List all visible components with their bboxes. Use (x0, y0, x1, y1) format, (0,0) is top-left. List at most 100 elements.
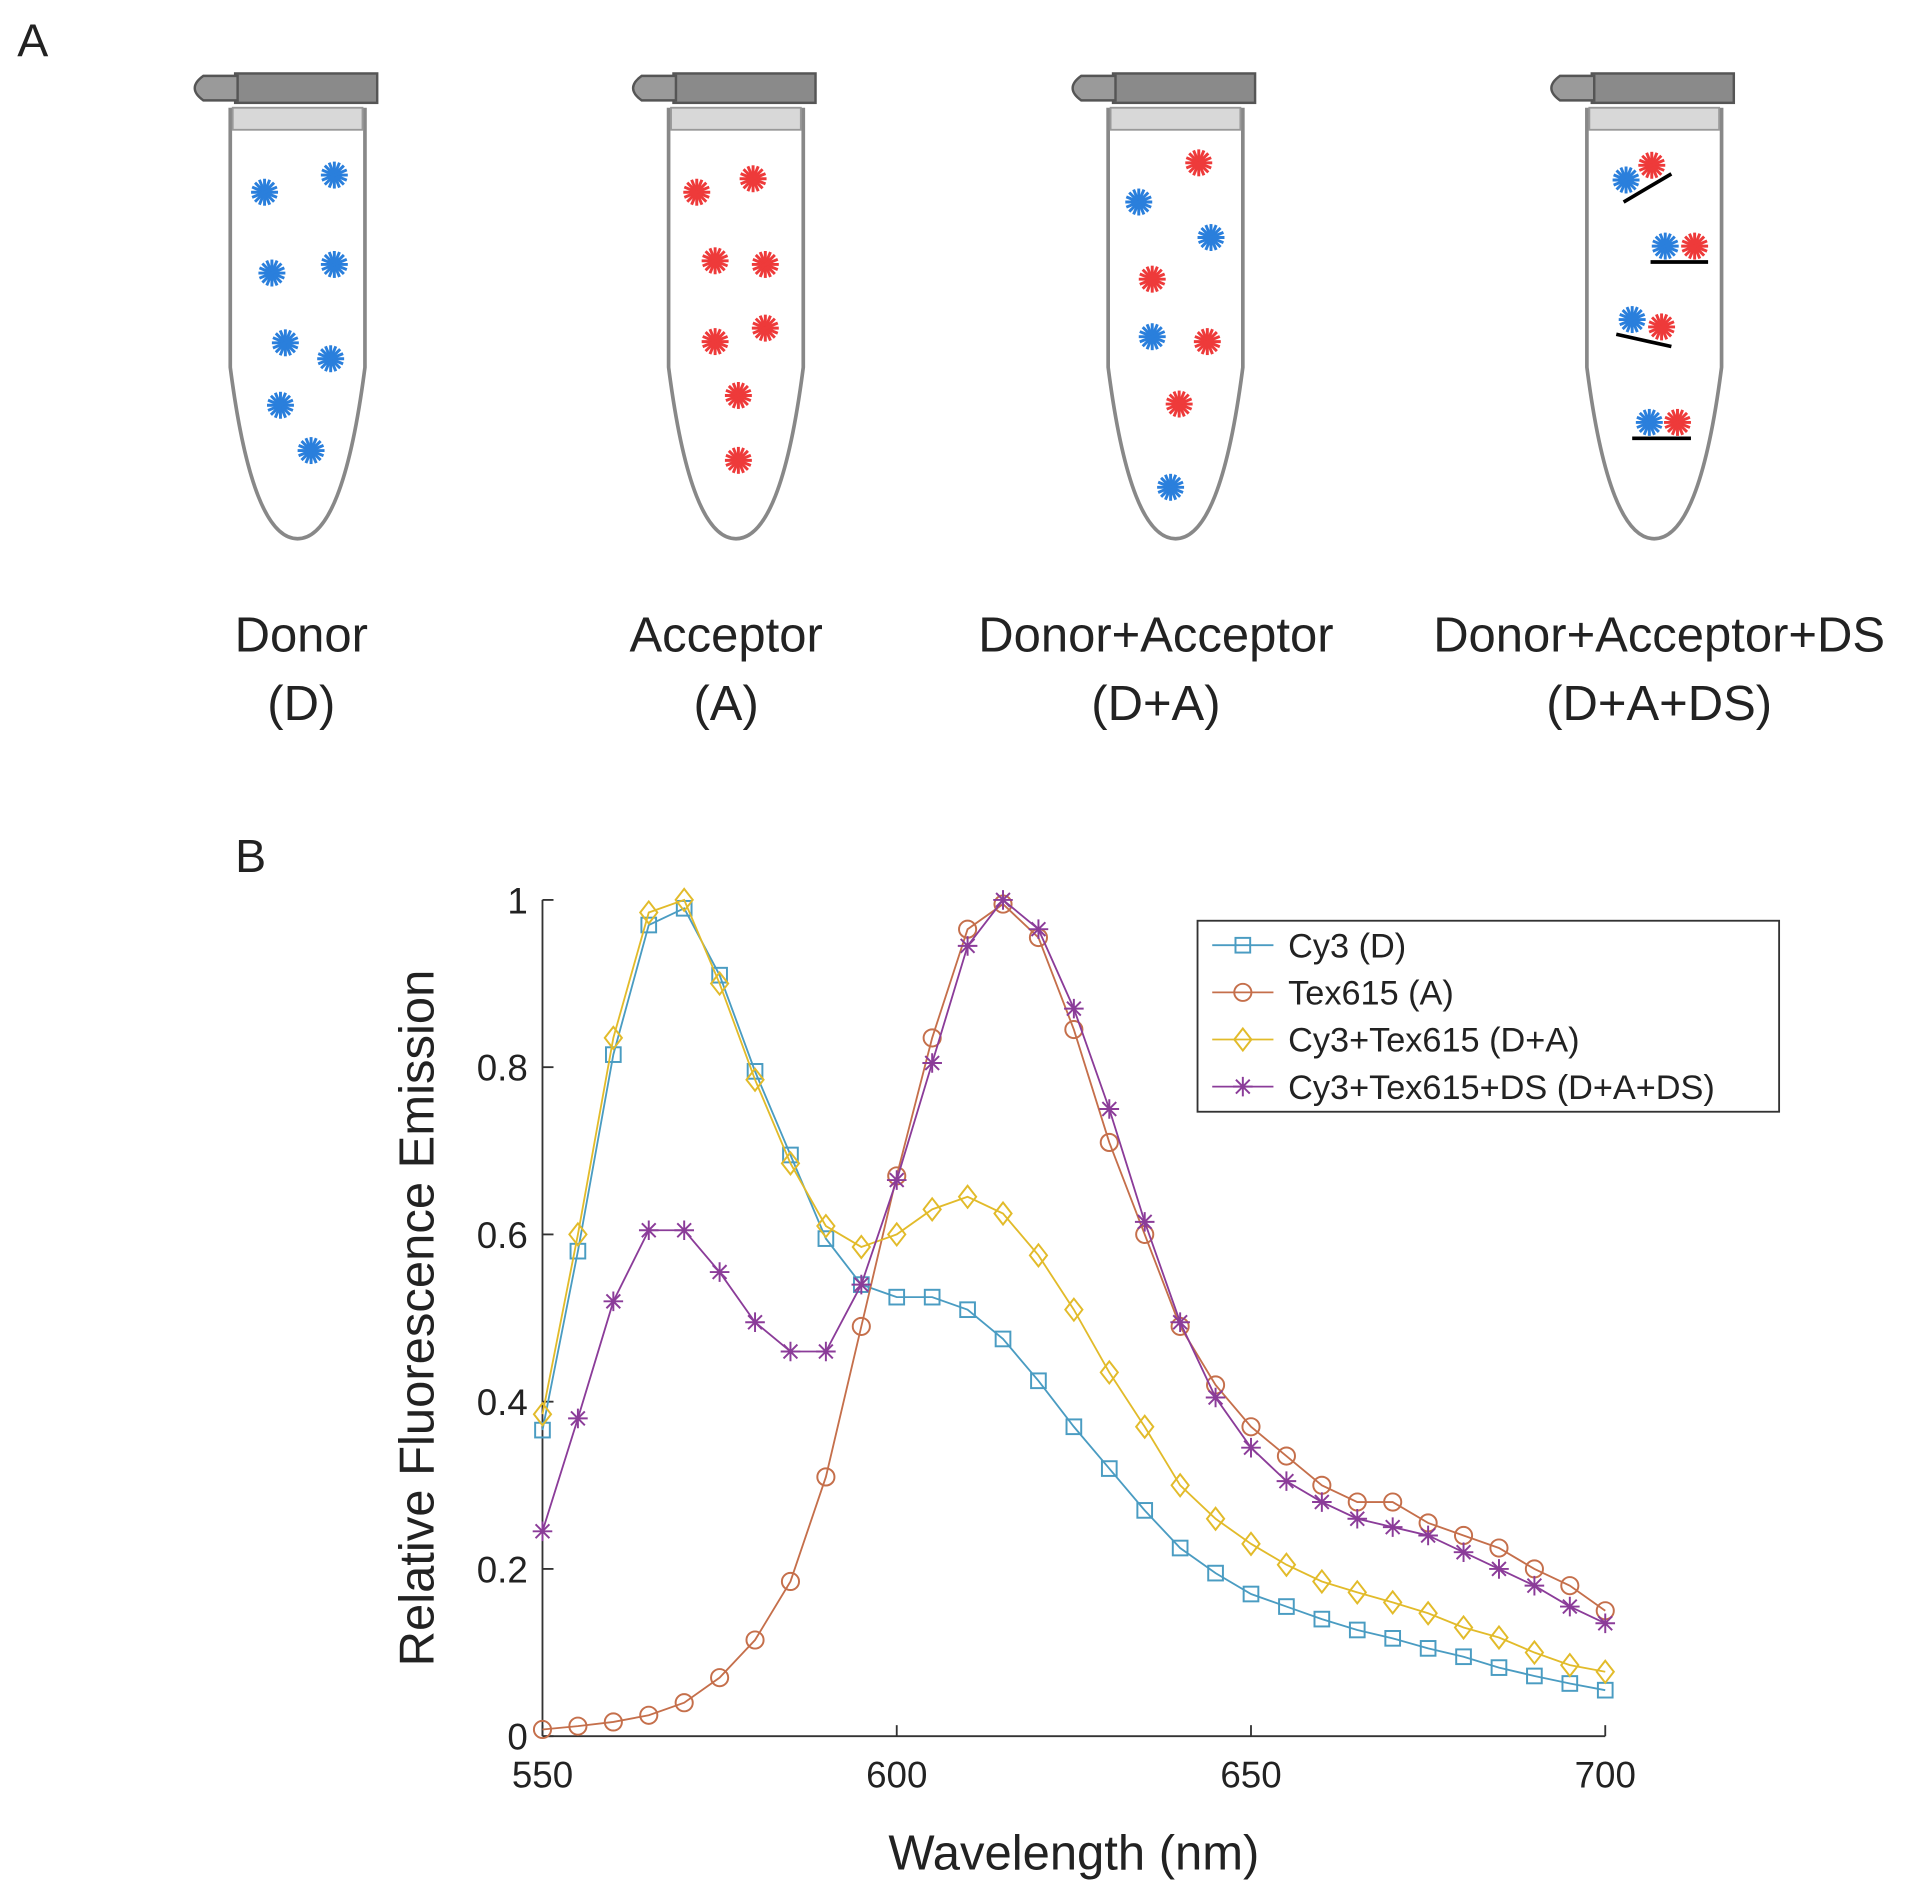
series (532, 890, 1616, 1634)
dye-ray (1681, 239, 1708, 253)
marker (1233, 982, 1253, 1002)
marker (1347, 1508, 1368, 1529)
dye-ray (321, 257, 348, 271)
marker (1099, 1132, 1119, 1152)
marker (1526, 1667, 1543, 1685)
marker (851, 1274, 872, 1295)
marker (568, 1716, 588, 1736)
dye-ray (725, 453, 752, 467)
y-tick-label: 0.4 (477, 1382, 528, 1423)
marker (709, 970, 730, 997)
marker (532, 1719, 553, 1740)
marker (1064, 1019, 1084, 1040)
marker (851, 1234, 872, 1260)
marker (1205, 1387, 1226, 1408)
dye-ray (1194, 335, 1221, 349)
marker (605, 1046, 622, 1063)
series (534, 899, 1614, 1699)
marker (745, 1067, 765, 1093)
tube-cap (1111, 72, 1257, 105)
tube-body (1106, 107, 1245, 541)
legend-label: Cy3+Tex615 (D+A) (1288, 1022, 1579, 1060)
marker (1312, 1568, 1332, 1595)
dye-ray (752, 321, 779, 335)
dye-ray (702, 254, 729, 268)
marker (534, 1421, 551, 1439)
marker (1171, 1539, 1189, 1557)
marker (1028, 919, 1049, 939)
marker (993, 1200, 1013, 1227)
tube-label: Donor (235, 608, 368, 662)
marker (1384, 1630, 1402, 1647)
marker (1453, 1614, 1474, 1641)
dye-ray (1648, 320, 1675, 334)
tube: Donor+Acceptor (D+A) (978, 72, 1334, 731)
series-line (541, 898, 1606, 1673)
marker (1233, 1026, 1253, 1053)
tube-cap (1590, 72, 1736, 105)
marker (674, 1220, 694, 1241)
dye-ray (298, 444, 325, 458)
marker (957, 936, 978, 956)
marker (851, 1316, 871, 1336)
tube-body (228, 107, 367, 541)
marker (1418, 1600, 1438, 1626)
dna-strand (1615, 332, 1672, 349)
marker (1489, 1538, 1509, 1558)
marker (1170, 1312, 1190, 1333)
legend-box (1196, 919, 1781, 1113)
marker (603, 1712, 623, 1732)
marker (1560, 1596, 1580, 1617)
marker (1170, 1472, 1190, 1498)
marker (1134, 1212, 1155, 1232)
tube-hinge (1550, 74, 1596, 102)
marker (1207, 1564, 1224, 1582)
legend-label: Tex615 (A) (1288, 975, 1454, 1013)
dye-ray (1638, 158, 1665, 172)
marker (1028, 1242, 1049, 1268)
marker (1064, 1297, 1084, 1323)
marker (816, 1341, 836, 1362)
tube: Donor (D) (193, 72, 379, 731)
marker (1382, 1589, 1403, 1615)
dye-ray (251, 185, 278, 199)
tube-label: Acceptor (630, 608, 823, 662)
marker (1383, 1492, 1403, 1512)
marker (532, 1401, 553, 1427)
marker (1490, 1659, 1508, 1676)
marker (1030, 1372, 1047, 1390)
dye-ray (1636, 415, 1663, 429)
tube-label: (A) (694, 677, 759, 731)
marker (994, 1330, 1012, 1348)
legend-label: Cy3+Tex615+DS (D+A+DS) (1288, 1069, 1715, 1107)
dye-ray (1166, 397, 1193, 411)
marker (640, 916, 658, 934)
marker (569, 1242, 587, 1260)
marker (1134, 1414, 1155, 1440)
tube-hinge (1071, 74, 1117, 102)
marker (922, 1028, 942, 1048)
marker (532, 1521, 553, 1542)
tube-band (231, 106, 364, 131)
tubes: Donor(D) Acceptor (A) Donor+Acceptor(D+A) Do… (193, 72, 1885, 731)
marker (710, 1668, 730, 1688)
tube-hinge (193, 74, 239, 102)
tube-label: (D+A+DS) (1546, 677, 1772, 731)
marker (745, 1312, 765, 1333)
marker (1453, 1542, 1474, 1562)
marker (603, 1291, 624, 1312)
marker (1099, 1099, 1120, 1119)
tube-band (1109, 106, 1242, 131)
marker (603, 1025, 624, 1051)
marker (1241, 1437, 1261, 1458)
dye-ray (1185, 156, 1212, 170)
marker (780, 1571, 801, 1592)
marker (1276, 1552, 1297, 1578)
marker (639, 1705, 659, 1725)
panel-label: B (235, 830, 266, 882)
marker (888, 1288, 906, 1306)
x-tick-label: 650 (1220, 1755, 1281, 1796)
marker (1419, 1640, 1437, 1657)
marker (709, 1262, 730, 1282)
legend: Cy3 (D) Tex615 (A) Cy3+Tex615 (D+A) Cy3+Tex… (1196, 919, 1781, 1113)
